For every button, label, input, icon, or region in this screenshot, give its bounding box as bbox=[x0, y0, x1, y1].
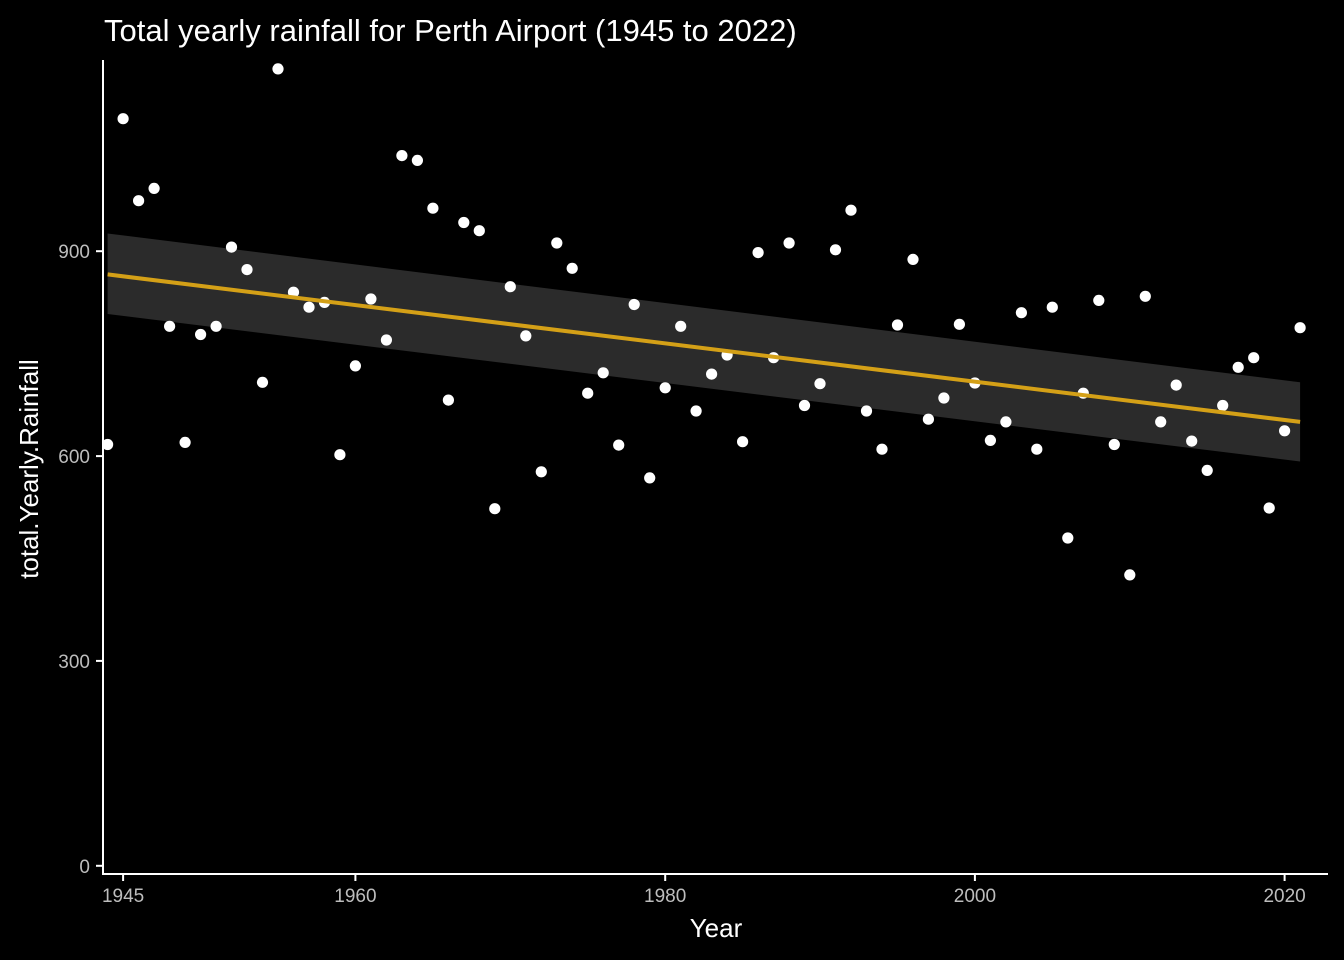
data-point bbox=[829, 244, 842, 256]
data-point bbox=[411, 154, 423, 166]
data-point bbox=[256, 376, 269, 388]
data-point bbox=[1155, 416, 1167, 428]
data-point bbox=[582, 387, 594, 399]
data-point bbox=[442, 394, 454, 406]
data-point bbox=[659, 382, 671, 394]
data-point bbox=[876, 443, 888, 455]
x-tick-label: 2020 bbox=[1263, 886, 1305, 907]
data-point bbox=[1046, 301, 1058, 313]
data-point bbox=[675, 320, 687, 332]
x-tick-label: 1945 bbox=[102, 886, 144, 907]
data-point bbox=[1263, 502, 1275, 514]
x-axis-title: Year bbox=[690, 913, 743, 943]
data-point bbox=[783, 237, 795, 249]
data-point bbox=[458, 216, 470, 229]
chart-title: Total yearly rainfall for Perth Airport … bbox=[104, 13, 797, 48]
y-tick-label: 0 bbox=[79, 857, 90, 878]
data-point bbox=[133, 195, 145, 207]
data-point bbox=[597, 367, 609, 379]
data-point bbox=[287, 286, 300, 298]
x-tick-label: 2000 bbox=[954, 886, 996, 907]
data-point bbox=[1000, 416, 1012, 428]
data-point bbox=[349, 360, 361, 372]
data-point bbox=[489, 503, 501, 515]
data-point bbox=[690, 405, 702, 417]
trend-line-layer bbox=[107, 272, 1301, 424]
data-point bbox=[613, 439, 625, 451]
data-point bbox=[504, 281, 516, 293]
data-point bbox=[1186, 435, 1198, 447]
data-point bbox=[551, 237, 563, 249]
data-point bbox=[860, 405, 873, 417]
data-point bbox=[845, 204, 857, 216]
data-point bbox=[798, 399, 811, 412]
data-point bbox=[225, 241, 238, 253]
data-point bbox=[644, 472, 656, 484]
data-point bbox=[1170, 379, 1182, 391]
data-point bbox=[272, 63, 284, 75]
data-point bbox=[907, 253, 919, 265]
data-point bbox=[752, 247, 764, 259]
data-point bbox=[396, 150, 408, 162]
data-point bbox=[566, 262, 578, 274]
data-point bbox=[427, 202, 439, 214]
data-point bbox=[148, 182, 160, 194]
data-point bbox=[520, 330, 532, 342]
data-point bbox=[164, 320, 176, 332]
data-point bbox=[1279, 425, 1291, 437]
data-point bbox=[210, 320, 222, 332]
data-point bbox=[1015, 307, 1027, 319]
data-point bbox=[891, 319, 904, 331]
data-point bbox=[984, 434, 997, 446]
data-point bbox=[938, 392, 950, 404]
axes: 0 300 600 900 1945 1960 1980 2000 2020 bbox=[58, 60, 1328, 907]
data-point bbox=[706, 368, 718, 380]
data-point bbox=[117, 113, 129, 125]
data-point bbox=[1124, 569, 1136, 581]
data-point bbox=[628, 298, 640, 311]
data-point bbox=[1248, 352, 1260, 364]
data-point bbox=[922, 413, 935, 425]
y-tick-label: 600 bbox=[58, 447, 90, 468]
data-point bbox=[1201, 464, 1213, 476]
data-points-layer bbox=[102, 63, 1306, 581]
data-point bbox=[473, 225, 485, 237]
data-point bbox=[102, 438, 114, 451]
data-point bbox=[1062, 532, 1074, 544]
data-point bbox=[814, 378, 826, 390]
x-tick-label: 1960 bbox=[334, 886, 376, 907]
data-point bbox=[1031, 443, 1043, 455]
data-point bbox=[737, 436, 749, 448]
y-axis-title: total.Yearly.Rainfall bbox=[14, 359, 44, 579]
x-tick-label: 1980 bbox=[644, 886, 686, 907]
data-point bbox=[179, 436, 191, 448]
data-point bbox=[303, 301, 315, 313]
trend-line bbox=[107, 272, 1301, 424]
data-point bbox=[1139, 290, 1151, 302]
data-point bbox=[1217, 399, 1229, 412]
data-point bbox=[241, 264, 253, 276]
data-point bbox=[365, 293, 377, 305]
data-point bbox=[953, 318, 966, 330]
data-point bbox=[1232, 361, 1244, 373]
data-point bbox=[334, 449, 346, 461]
y-tick-label: 300 bbox=[58, 652, 90, 673]
data-point bbox=[195, 328, 207, 341]
data-point bbox=[1108, 438, 1120, 451]
data-point bbox=[1294, 322, 1306, 334]
data-point bbox=[535, 466, 547, 478]
data-point bbox=[1093, 294, 1105, 306]
y-tick-label: 900 bbox=[58, 242, 90, 263]
data-point bbox=[380, 334, 392, 346]
